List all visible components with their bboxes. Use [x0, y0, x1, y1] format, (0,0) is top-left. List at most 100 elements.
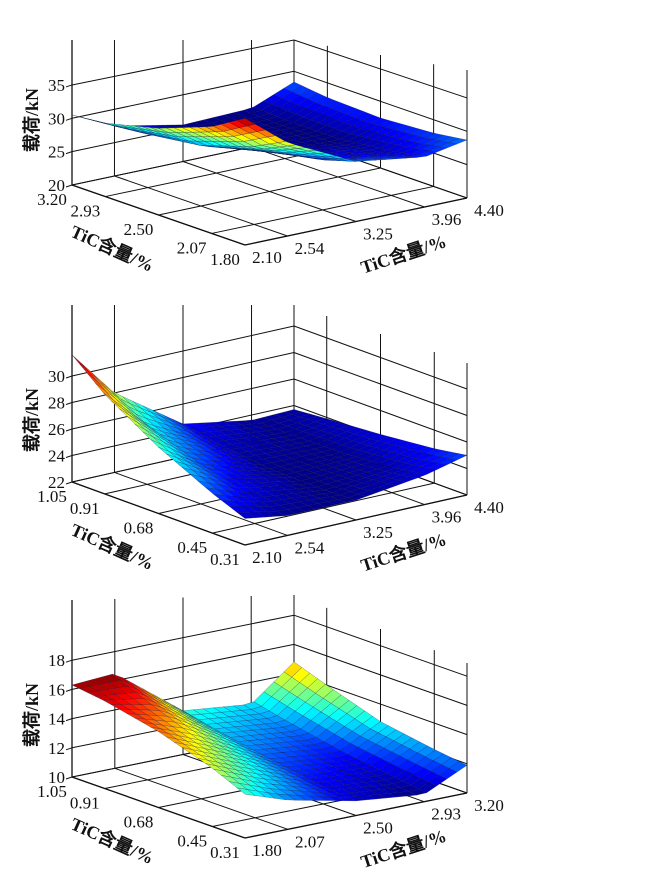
surface-patch [196, 140, 215, 146]
y-tick-label: 3.96 [432, 210, 462, 229]
surface-patch [178, 709, 197, 720]
surface-patch [250, 422, 271, 428]
surface-patch [214, 488, 235, 497]
surface-patch [159, 710, 178, 720]
surface-patch [257, 486, 278, 492]
surface-patch [237, 451, 257, 458]
surface-patch [309, 153, 329, 157]
z-tick-mark [65, 481, 73, 485]
surface-patch [361, 785, 382, 792]
surface-patch [280, 480, 299, 486]
surface-patch [296, 133, 315, 139]
surface-patch [314, 464, 335, 471]
surface-patch [306, 503, 327, 510]
surface-patch [172, 704, 191, 716]
y-tick-label: 3.25 [363, 523, 393, 542]
surface-patch [142, 722, 161, 730]
surface-patch [223, 740, 242, 749]
surface-patch [297, 687, 316, 703]
surface-patch [223, 473, 244, 479]
surface-patch [148, 694, 167, 706]
z-tick-mark [65, 747, 73, 751]
surface-patch [314, 489, 333, 495]
surface-patch [233, 772, 252, 782]
surface-patch [293, 491, 314, 498]
y-axis-line [244, 494, 468, 546]
surface-patch [294, 469, 315, 476]
surface-patch [327, 155, 346, 159]
surface-patch [154, 434, 174, 447]
surface-patch [386, 144, 407, 152]
surface-patch [380, 136, 401, 144]
surface-patch [149, 427, 168, 441]
surface-patch [362, 139, 383, 147]
surface-patch [369, 434, 390, 442]
z-tick-mark [65, 84, 73, 88]
surface-patch [339, 133, 359, 142]
surface-patch [357, 490, 377, 497]
y-tick-label: 3.20 [474, 796, 504, 815]
x-tick-label: 0.31 [210, 843, 240, 862]
surface-patch [134, 717, 153, 725]
surface-patch [374, 152, 393, 156]
surface-patch [153, 701, 173, 713]
surface-patch [314, 785, 333, 791]
y-tick-label: 4.40 [474, 498, 504, 517]
surface-patch [160, 443, 179, 456]
z-tick-mark [65, 455, 73, 458]
surface-patch [281, 91, 301, 102]
surface-patch [408, 154, 427, 158]
surface-patch [339, 792, 360, 798]
back-wall-z-gridline [293, 325, 468, 390]
surface-patch [327, 796, 347, 802]
surface-patch [141, 421, 160, 435]
surface-patch [296, 419, 317, 426]
x-tick-label: 0.45 [177, 538, 207, 557]
surface-patch [182, 122, 202, 128]
surface-patch [172, 419, 191, 429]
surface-patch [312, 698, 332, 713]
surface-patch [253, 496, 273, 503]
surface-patch [263, 122, 284, 128]
surface-patch [246, 123, 266, 132]
surface-patch [384, 777, 404, 785]
surface-patch [322, 492, 341, 498]
z-tick-label: 24 [48, 447, 66, 466]
surface-patch [307, 795, 326, 801]
surface-patch [161, 431, 180, 440]
z-tick-mark [65, 151, 73, 155]
surface-patch [331, 738, 351, 751]
surface-patch [182, 451, 202, 460]
surface-patch [253, 144, 272, 150]
floor-gridline [114, 471, 288, 536]
surface-patch [294, 107, 314, 118]
surface-patch [345, 757, 365, 765]
surface-patch [160, 728, 179, 736]
z-tick-label: 14 [48, 710, 66, 729]
surface-patch [286, 760, 307, 767]
surface-patch [385, 438, 405, 446]
surface-patch [283, 746, 303, 752]
surface-patch [417, 150, 438, 157]
surface-patch [247, 486, 268, 493]
surface-patch [263, 94, 283, 105]
x-tick-label: 1.05 [37, 782, 67, 801]
surface-patch [369, 117, 390, 126]
surface-patch [151, 704, 170, 714]
surface-patch [400, 784, 420, 792]
x-tick-label: 0.68 [124, 813, 154, 832]
surface-patch [304, 490, 323, 496]
surface-patch [276, 705, 296, 721]
surface-patch [399, 470, 420, 477]
surface-patch [164, 720, 185, 729]
surface-patch [286, 104, 306, 115]
z-tick-label: 22 [48, 473, 65, 492]
surface-patch [360, 157, 379, 160]
surface-patch [291, 456, 311, 463]
surface-patch [216, 469, 235, 475]
surface-patch [154, 719, 174, 728]
surface-patch [380, 451, 401, 460]
surface-patch [152, 723, 171, 731]
z-tick-label: 28 [48, 394, 65, 413]
